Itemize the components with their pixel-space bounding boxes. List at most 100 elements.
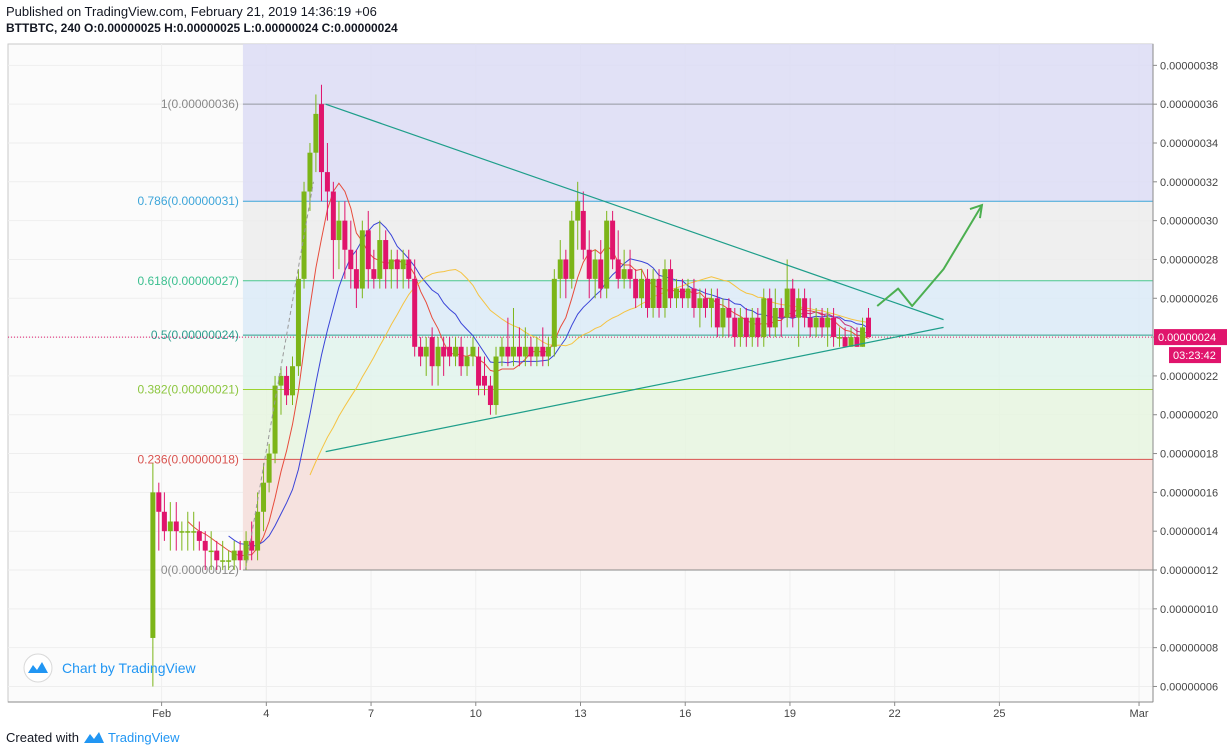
candle[interactable] <box>487 375 493 415</box>
candle[interactable] <box>167 502 173 551</box>
candle[interactable] <box>586 230 592 299</box>
candle[interactable] <box>743 307 749 347</box>
candle[interactable] <box>453 337 459 367</box>
candle[interactable] <box>161 492 167 541</box>
candle[interactable] <box>813 307 819 338</box>
candle[interactable] <box>697 288 703 328</box>
candle[interactable] <box>621 249 627 289</box>
candle[interactable] <box>802 288 808 328</box>
candle[interactable] <box>191 511 197 551</box>
candle[interactable] <box>662 259 668 318</box>
candle[interactable] <box>447 337 453 367</box>
candle[interactable] <box>156 482 162 551</box>
candle[interactable] <box>767 288 773 338</box>
candle[interactable] <box>266 443 272 493</box>
candle[interactable] <box>633 269 639 308</box>
candle[interactable] <box>423 337 429 376</box>
candle[interactable] <box>429 327 435 386</box>
candle[interactable] <box>551 269 557 357</box>
candle[interactable] <box>598 240 604 299</box>
candle[interactable] <box>755 307 761 347</box>
candle[interactable] <box>185 511 191 551</box>
chart-by-tradingview-watermark[interactable]: Chart by TradingView <box>23 653 196 683</box>
candle[interactable] <box>545 337 551 367</box>
candle[interactable] <box>237 540 243 571</box>
candle[interactable] <box>179 521 185 551</box>
candle[interactable] <box>412 259 418 357</box>
candle[interactable] <box>435 337 441 386</box>
candle[interactable] <box>348 220 354 289</box>
candle[interactable] <box>243 531 249 571</box>
candle[interactable] <box>261 463 267 532</box>
candle[interactable] <box>534 337 540 367</box>
candle[interactable] <box>563 249 569 299</box>
triangle-upper-trendline[interactable] <box>325 103 944 321</box>
candle[interactable] <box>691 278 697 318</box>
candle[interactable] <box>708 288 714 328</box>
candle[interactable] <box>499 337 505 367</box>
candle[interactable] <box>307 142 313 211</box>
projection-arrow-path[interactable] <box>876 204 983 308</box>
candle[interactable] <box>668 259 674 308</box>
candle[interactable] <box>464 346 470 376</box>
candle[interactable] <box>772 288 778 338</box>
candle[interactable] <box>202 531 208 571</box>
candle[interactable] <box>371 249 377 289</box>
candle[interactable] <box>528 337 534 367</box>
candle[interactable] <box>278 366 284 415</box>
candle[interactable] <box>150 463 156 687</box>
candle[interactable] <box>388 249 394 289</box>
candle[interactable] <box>318 84 324 202</box>
candle[interactable] <box>493 346 499 415</box>
candle[interactable] <box>441 337 447 376</box>
candle[interactable] <box>482 356 488 396</box>
candle[interactable] <box>854 327 860 347</box>
candle[interactable] <box>796 288 802 347</box>
candle[interactable] <box>295 269 301 376</box>
candle[interactable] <box>656 269 662 318</box>
candle[interactable] <box>330 181 336 279</box>
candle[interactable] <box>418 337 424 367</box>
candle[interactable] <box>476 346 482 396</box>
candle[interactable] <box>673 278 679 308</box>
candle[interactable] <box>778 298 784 338</box>
candle[interactable] <box>272 375 278 464</box>
candle[interactable] <box>790 278 796 328</box>
candle[interactable] <box>685 278 691 308</box>
triangle-lower-trendline[interactable] <box>325 326 944 453</box>
candle[interactable] <box>313 94 319 173</box>
candle[interactable] <box>737 307 743 347</box>
candle[interactable] <box>837 327 843 347</box>
candle[interactable] <box>604 210 610 299</box>
candle[interactable] <box>627 249 633 289</box>
candle[interactable] <box>592 249 598 299</box>
candle[interactable] <box>342 201 348 279</box>
candle[interactable] <box>749 307 755 347</box>
candle[interactable] <box>353 249 359 308</box>
candle[interactable] <box>290 356 296 406</box>
candle[interactable] <box>505 317 511 367</box>
candle[interactable] <box>557 240 563 299</box>
candle[interactable] <box>377 220 383 289</box>
candle[interactable] <box>540 327 546 367</box>
candle[interactable] <box>231 540 237 571</box>
candle[interactable] <box>819 307 825 338</box>
candle[interactable] <box>522 327 528 367</box>
candle[interactable] <box>510 307 516 367</box>
candle[interactable] <box>848 327 854 347</box>
candle[interactable] <box>406 249 412 289</box>
candle[interactable] <box>336 201 342 270</box>
candle[interactable] <box>807 298 813 338</box>
candle[interactable] <box>400 249 406 289</box>
candle[interactable] <box>255 492 261 561</box>
candle[interactable] <box>784 259 790 328</box>
candle[interactable] <box>679 278 685 308</box>
candle[interactable] <box>470 337 476 367</box>
candle[interactable] <box>458 337 464 376</box>
candle[interactable] <box>831 307 837 347</box>
candle[interactable] <box>842 327 848 347</box>
candle[interactable] <box>714 288 720 338</box>
candle[interactable] <box>394 249 400 289</box>
candle[interactable] <box>865 307 871 338</box>
